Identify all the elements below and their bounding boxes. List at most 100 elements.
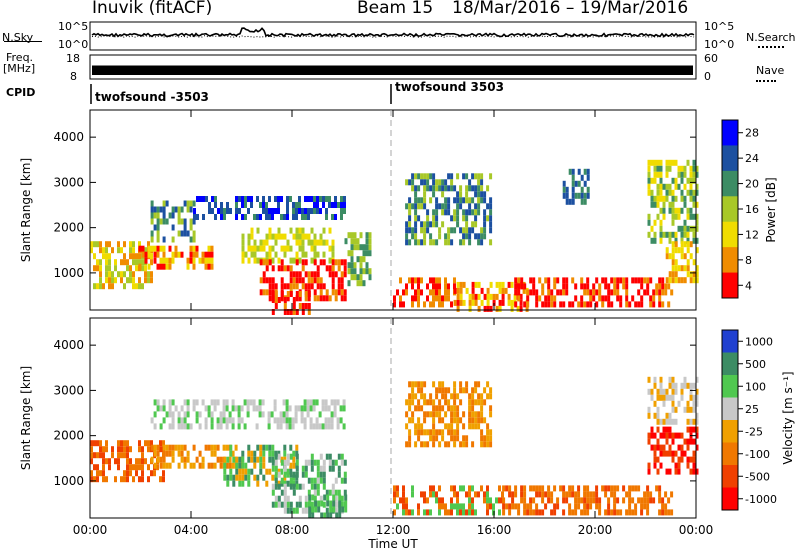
heatmap-cell: [307, 295, 311, 302]
freq-unit-label: [MHz]: [3, 62, 36, 75]
heatmap-cell: [420, 393, 424, 400]
heatmap-cell: [102, 283, 105, 290]
heatmap-cell: [429, 509, 432, 516]
heatmap-cell: [202, 196, 205, 202]
heatmap-cell: [411, 393, 415, 400]
heatmap-cell: [532, 283, 536, 290]
heatmap-cell: [192, 236, 196, 243]
heatmap-cell: [292, 489, 296, 496]
heatmap-cell: [210, 417, 214, 424]
heatmap-cell: [671, 400, 675, 407]
heatmap-cell: [286, 196, 289, 202]
heatmap-cell: [656, 171, 660, 178]
heatmap-cell: [295, 465, 299, 472]
heatmap-cell: [562, 180, 566, 187]
heatmap-cell: [435, 491, 438, 498]
heatmap-cell: [586, 168, 590, 175]
heatmap-cell: [321, 405, 325, 412]
heatmap-cell: [235, 474, 239, 481]
heatmap-cell: [577, 491, 581, 498]
heatmap-cell: [411, 491, 414, 498]
heatmap-cell: [253, 245, 257, 252]
heatmap-cell: [186, 450, 190, 457]
heatmap-cell: [314, 506, 318, 513]
heatmap-cell: [580, 497, 584, 504]
heatmap-cell: [126, 470, 129, 477]
heatmap-cell: [477, 281, 481, 288]
heatmap-cell: [507, 293, 511, 300]
heatmap-cell: [653, 382, 657, 389]
heatmap-cell: [210, 263, 214, 270]
y-tick-label: 1000: [53, 474, 84, 488]
heatmap-cell: [268, 227, 272, 234]
heatmap-cell: [226, 480, 230, 487]
heatmap-cell: [162, 251, 166, 258]
heatmap-cell: [247, 233, 251, 240]
heatmap-cell: [662, 183, 666, 190]
heatmap-cell: [435, 387, 439, 394]
heatmap-cell: [695, 219, 699, 226]
heatmap-cell: [519, 299, 523, 306]
heatmap-cell: [459, 381, 463, 388]
heatmap-cell: [229, 208, 232, 214]
heatmap-cell: [468, 497, 471, 504]
heatmap-cell: [447, 289, 450, 296]
heatmap-cell: [334, 202, 337, 208]
heatmap-cell: [674, 159, 678, 166]
heatmap-cell: [277, 233, 281, 240]
heatmap-cell: [677, 468, 681, 475]
heatmap-cell: [273, 417, 277, 424]
heatmap-cell: [417, 173, 421, 180]
heatmap-cell: [237, 417, 241, 424]
colorbar-tick-label: 100: [745, 380, 766, 393]
heatmap-cell: [647, 468, 651, 475]
heatmap-cell: [271, 233, 275, 240]
heatmap-cell: [295, 208, 298, 214]
heatmap-cell: [168, 411, 172, 418]
heatmap-cell: [677, 213, 681, 220]
heatmap-cell: [429, 277, 432, 284]
heatmap-cell: [665, 450, 669, 457]
heatmap-cell: [186, 230, 190, 237]
heatmap-cell: [393, 497, 396, 504]
heatmap-cell: [402, 503, 405, 510]
heatmap-cell: [265, 239, 269, 246]
heatmap-cell: [538, 509, 542, 516]
heatmap-cell: [674, 382, 678, 389]
heatmap-cell: [649, 497, 653, 504]
heatmap-cell: [668, 231, 672, 238]
heatmap-cell: [337, 283, 341, 290]
heatmap-cell: [577, 192, 581, 199]
heatmap-cell: [477, 393, 481, 400]
heatmap-cell: [228, 411, 232, 418]
heatmap-cell: [168, 399, 172, 406]
heatmap-cell: [656, 165, 660, 172]
heatmap-cell: [671, 418, 675, 425]
heatmap-cell: [286, 507, 290, 514]
heatmap-cell: [653, 444, 657, 451]
heatmap-cell: [583, 168, 587, 175]
heatmap-cell: [517, 283, 521, 290]
heatmap-cell: [177, 218, 181, 225]
heatmap-cell: [162, 257, 166, 264]
heatmap-cell: [189, 423, 193, 430]
heatmap-cell: [474, 417, 478, 424]
heatmap-cell: [610, 491, 614, 498]
heatmap-cell: [289, 291, 293, 297]
heatmap-cell: [313, 489, 317, 496]
heatmap-cell: [102, 253, 105, 260]
heatmap-cell: [438, 277, 441, 284]
heatmap-cell: [571, 277, 575, 284]
heatmap-cell: [438, 417, 442, 424]
heatmap-cell: [411, 381, 415, 388]
heatmap-cell: [292, 483, 296, 490]
heatmap-cell: [408, 417, 412, 424]
heatmap-cell: [250, 456, 254, 463]
heatmap-cell: [307, 489, 311, 496]
heatmap-cell: [108, 265, 111, 272]
heatmap-cell: [474, 233, 478, 240]
heatmap-cell: [489, 173, 493, 180]
heatmap-cell: [432, 301, 435, 308]
heatmap-cell: [337, 453, 341, 460]
